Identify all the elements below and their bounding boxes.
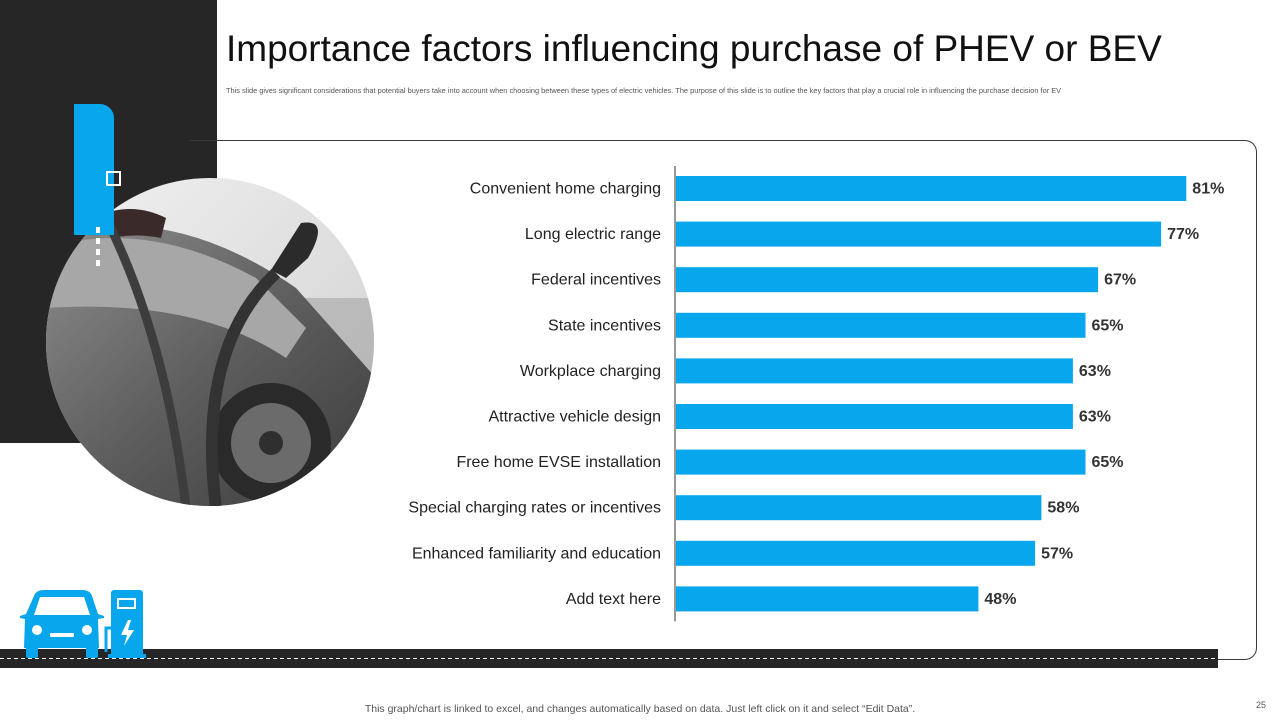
data-label: 58% bbox=[1047, 500, 1079, 517]
category-label: Enhanced familiarity and education bbox=[412, 545, 661, 562]
category-label: Convenient home charging bbox=[470, 181, 661, 198]
data-label: 63% bbox=[1079, 363, 1111, 380]
data-label: 57% bbox=[1041, 545, 1073, 562]
bar bbox=[676, 449, 1086, 475]
chart-footnote: This graph/chart is linked to excel, and… bbox=[364, 703, 916, 715]
slide-title: Importance factors influencing purchase … bbox=[226, 28, 1162, 69]
accent-bar bbox=[74, 104, 114, 235]
data-label: 65% bbox=[1092, 317, 1124, 334]
data-label: 77% bbox=[1167, 226, 1199, 243]
category-label: Workplace charging bbox=[520, 363, 661, 380]
data-label: 65% bbox=[1092, 454, 1124, 471]
data-label: 48% bbox=[984, 591, 1016, 608]
bar bbox=[676, 358, 1073, 384]
category-label: Special charging rates or incentives bbox=[408, 500, 661, 517]
ev-charging-photo bbox=[46, 178, 374, 506]
car-charging-icon bbox=[20, 590, 146, 658]
data-label: 63% bbox=[1079, 409, 1111, 426]
category-label: Federal incentives bbox=[531, 272, 661, 289]
category-label: Attractive vehicle design bbox=[488, 409, 661, 426]
category-label: Long electric range bbox=[525, 226, 661, 243]
bar bbox=[676, 586, 979, 612]
bar bbox=[676, 404, 1073, 429]
bar bbox=[676, 540, 1036, 566]
accent-square-icon bbox=[106, 171, 121, 186]
data-label: 67% bbox=[1104, 272, 1136, 289]
bar bbox=[676, 267, 1099, 293]
page-number: 25 bbox=[1255, 700, 1266, 710]
category-label: Free home EVSE installation bbox=[456, 454, 661, 471]
category-label: State incentives bbox=[548, 317, 661, 334]
bottom-dashed-line bbox=[0, 658, 1218, 659]
slide-subtitle: This slide gives significant considerati… bbox=[226, 86, 1062, 95]
category-label: Add text here bbox=[566, 591, 661, 608]
car-icon bbox=[20, 590, 104, 658]
charging-station-icon bbox=[104, 590, 146, 658]
data-label: 81% bbox=[1192, 181, 1224, 198]
bar bbox=[676, 176, 1187, 201]
bar bbox=[676, 495, 1042, 521]
bar bbox=[676, 312, 1086, 338]
bar bbox=[676, 221, 1162, 247]
accent-dash-line bbox=[96, 227, 100, 269]
